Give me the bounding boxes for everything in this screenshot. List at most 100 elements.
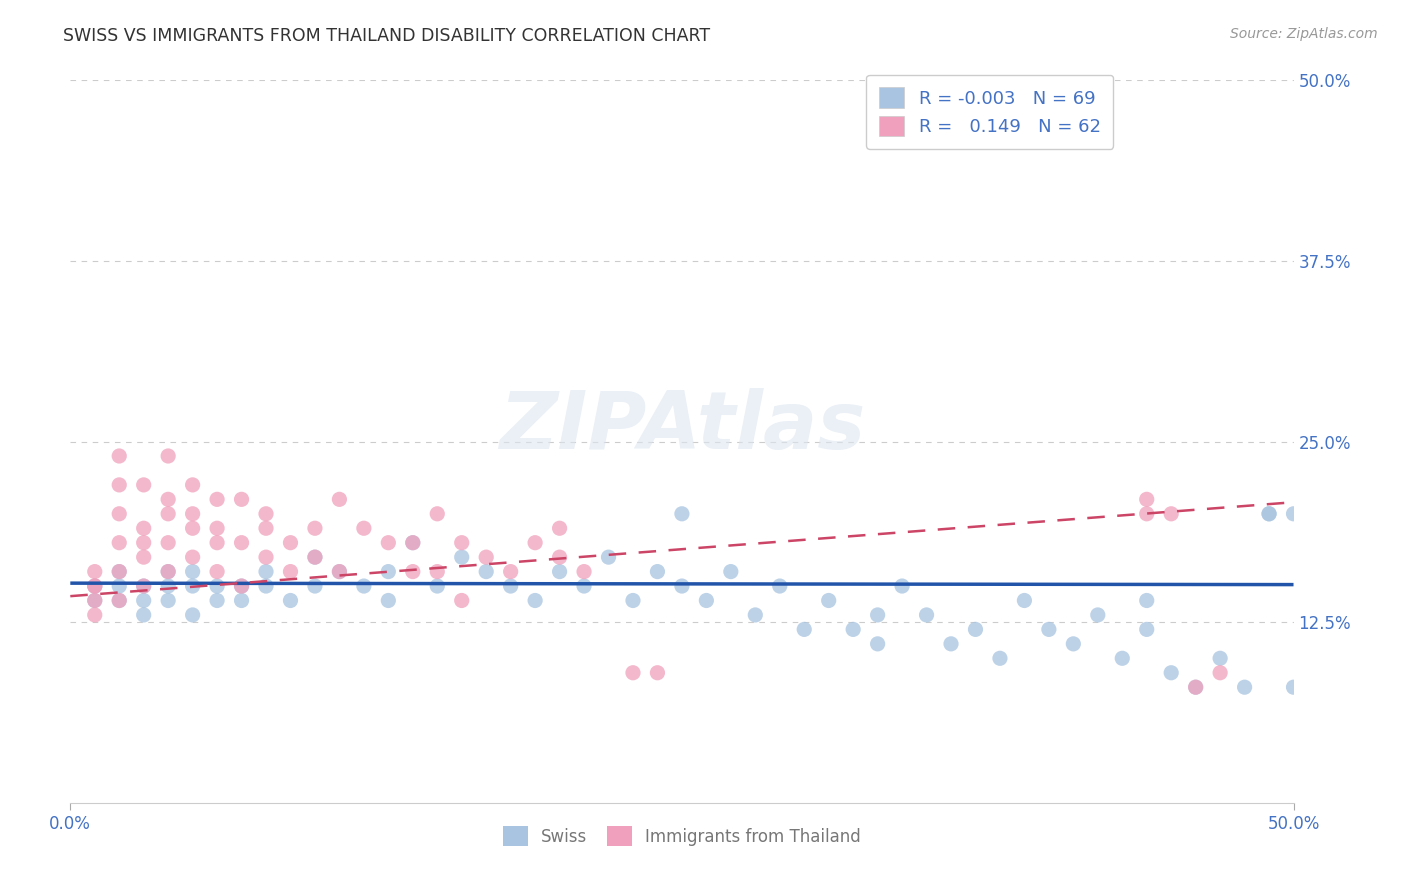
Point (181, 579, 204, 593)
Point (83, 565, 105, 579)
Point (108, 478, 131, 492)
Point (1136, 492, 1159, 507)
Point (817, 593, 839, 607)
Point (205, 565, 228, 579)
Point (647, 565, 669, 579)
Point (1258, 507, 1281, 521)
Point (132, 478, 155, 492)
Point (548, 550, 571, 565)
Point (377, 593, 399, 607)
Point (475, 550, 498, 565)
Point (132, 521, 155, 535)
Point (254, 521, 277, 535)
Point (695, 593, 717, 607)
Point (647, 665, 669, 680)
Point (132, 550, 155, 565)
Point (524, 593, 547, 607)
Point (1282, 680, 1305, 694)
Point (231, 579, 253, 593)
Point (205, 593, 228, 607)
Point (83, 579, 105, 593)
Point (254, 579, 277, 593)
Point (83, 593, 105, 607)
Point (965, 623, 987, 637)
Point (621, 593, 644, 607)
Text: SWISS VS IMMIGRANTS FROM THAILAND DISABILITY CORRELATION CHART: SWISS VS IMMIGRANTS FROM THAILAND DISABI… (63, 27, 710, 45)
Point (108, 593, 131, 607)
Point (1087, 607, 1109, 622)
Point (1160, 507, 1182, 521)
Point (1111, 651, 1133, 665)
Point (1258, 507, 1281, 521)
Point (402, 535, 425, 549)
Point (1282, 507, 1305, 521)
Point (108, 449, 131, 463)
Point (353, 521, 375, 535)
Point (450, 535, 472, 549)
Point (328, 565, 350, 579)
Point (1136, 593, 1159, 607)
Point (181, 565, 204, 579)
Point (1136, 623, 1159, 637)
Point (157, 579, 180, 593)
Point (231, 579, 253, 593)
Point (83, 579, 105, 593)
Point (304, 521, 326, 535)
Text: ZIPAtlas: ZIPAtlas (499, 388, 865, 467)
Point (1184, 680, 1206, 694)
Point (1136, 507, 1159, 521)
Point (254, 507, 277, 521)
Point (132, 593, 155, 607)
Point (231, 535, 253, 549)
Point (157, 535, 180, 549)
Point (426, 565, 449, 579)
Point (108, 507, 131, 521)
Point (1233, 680, 1256, 694)
Point (157, 565, 180, 579)
Point (132, 535, 155, 549)
Point (426, 579, 449, 593)
Point (1038, 623, 1060, 637)
Point (744, 607, 766, 622)
Point (157, 449, 180, 463)
Point (157, 507, 180, 521)
Point (280, 593, 302, 607)
Point (1209, 651, 1232, 665)
Point (205, 492, 228, 507)
Point (1062, 637, 1084, 651)
Point (132, 579, 155, 593)
Point (328, 492, 350, 507)
Point (1184, 680, 1206, 694)
Point (181, 478, 204, 492)
Point (769, 579, 792, 593)
Point (83, 593, 105, 607)
Point (108, 535, 131, 549)
Point (671, 579, 693, 593)
Point (426, 507, 449, 521)
Point (572, 565, 595, 579)
Point (402, 565, 425, 579)
Point (891, 579, 914, 593)
Point (572, 579, 595, 593)
Point (108, 565, 131, 579)
Point (157, 593, 180, 607)
Point (450, 550, 472, 565)
Point (108, 579, 131, 593)
Point (181, 550, 204, 565)
Point (157, 492, 180, 507)
Point (499, 565, 522, 579)
Point (231, 593, 253, 607)
Point (304, 550, 326, 565)
Point (866, 607, 889, 622)
Point (108, 593, 131, 607)
Point (181, 521, 204, 535)
Point (108, 565, 131, 579)
Point (254, 550, 277, 565)
Point (1014, 593, 1036, 607)
Point (181, 607, 204, 622)
Point (475, 565, 498, 579)
Point (304, 579, 326, 593)
Point (328, 565, 350, 579)
Point (181, 507, 204, 521)
Point (83, 579, 105, 593)
